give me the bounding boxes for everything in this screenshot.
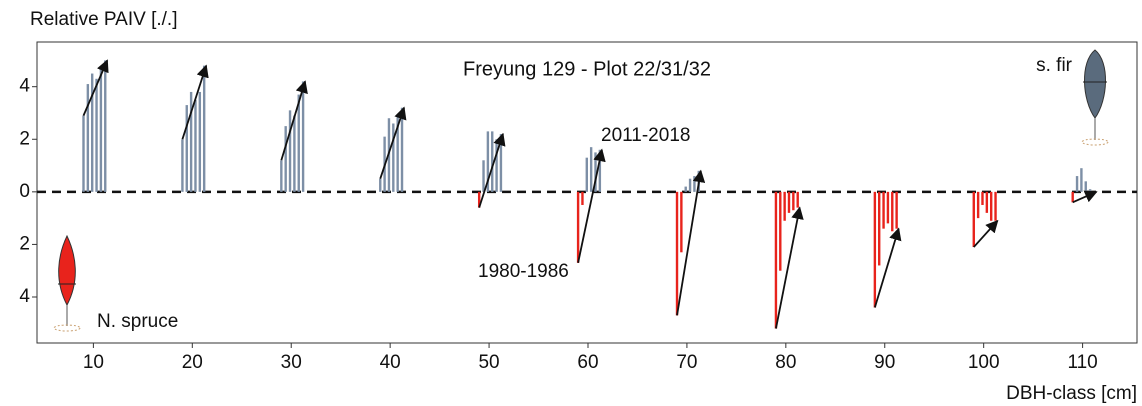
bar	[693, 176, 696, 192]
bar	[288, 110, 292, 192]
trend-arrow	[775, 206, 804, 329]
x-tick-label: 70	[676, 352, 697, 373]
bar	[86, 84, 90, 192]
annotation: 1980-1986	[478, 261, 569, 282]
bar	[1084, 181, 1087, 192]
bar	[585, 157, 589, 192]
bar	[280, 160, 283, 192]
x-tick-label: 90	[874, 352, 895, 373]
trend-arrow	[1072, 190, 1098, 204]
bar	[499, 134, 503, 192]
y-tick-label: 4	[19, 76, 30, 97]
bar	[477, 191, 481, 208]
bar	[90, 73, 94, 192]
bar	[976, 191, 980, 219]
fir-icon	[1081, 49, 1109, 146]
bar	[486, 131, 490, 192]
bar	[688, 178, 692, 192]
trend-arrow	[379, 106, 407, 179]
bar	[301, 81, 305, 192]
bar	[189, 91, 193, 192]
bar	[1075, 176, 1079, 192]
x-tick-label: 50	[478, 352, 499, 373]
bar	[792, 191, 795, 211]
bar	[787, 191, 791, 213]
y-axis-label: Relative PAIV [./.]	[30, 9, 177, 30]
bar	[185, 105, 188, 192]
chart-title: Freyung 129 - Plot 22/31/32	[463, 58, 711, 80]
x-axis-label: DBH-class [cm]	[1006, 383, 1137, 404]
bar	[774, 191, 778, 329]
y-tick-label: 4	[19, 286, 30, 307]
bar	[99, 68, 103, 192]
bar	[972, 191, 975, 248]
bar	[796, 191, 799, 208]
bar	[994, 191, 997, 221]
trend-arrow	[577, 148, 606, 264]
bar	[989, 191, 993, 221]
bar	[482, 160, 485, 192]
x-tick-label: 80	[775, 352, 796, 373]
x-tick-label: 10	[83, 352, 104, 373]
bar	[1071, 191, 1074, 203]
y-tick-label: 2	[19, 128, 30, 149]
bar	[882, 191, 885, 229]
annotation: N. spruce	[97, 311, 178, 332]
bar	[779, 191, 782, 271]
bar	[495, 139, 498, 192]
bar	[104, 60, 107, 192]
bar	[594, 152, 597, 192]
bar	[491, 131, 494, 192]
trend-arrow	[873, 227, 902, 308]
x-tick-label: 110	[1067, 352, 1097, 373]
trend-arrow	[82, 59, 109, 116]
x-tick-label: 20	[182, 352, 203, 373]
bar	[1088, 189, 1092, 192]
x-tick-label: 60	[577, 352, 598, 373]
bar	[675, 191, 679, 316]
trend-arrow	[280, 80, 308, 161]
y-tick-label: 0	[19, 181, 30, 202]
bar	[873, 191, 877, 308]
spruce-icon	[53, 234, 81, 332]
trend-arrow	[478, 132, 506, 208]
bar	[202, 65, 206, 192]
bar	[198, 91, 202, 192]
bar	[589, 147, 593, 192]
bar	[379, 178, 382, 192]
trend-arrow	[181, 64, 209, 140]
bar	[297, 94, 300, 192]
bar	[400, 107, 404, 192]
trend-arrow	[973, 219, 999, 248]
bar	[895, 191, 898, 229]
bar	[598, 149, 602, 192]
bar	[985, 191, 989, 213]
y-tick-label: 2	[19, 233, 30, 254]
x-tick-label: 100	[968, 352, 1000, 373]
bar	[680, 191, 683, 253]
bar	[581, 191, 584, 205]
x-tick-label: 30	[281, 352, 302, 373]
bar	[181, 139, 184, 192]
bar	[95, 78, 98, 192]
bar	[82, 115, 85, 192]
bar	[396, 115, 399, 192]
bar	[891, 191, 894, 232]
bar	[684, 186, 687, 192]
x-tick-label: 40	[380, 352, 401, 373]
bar	[878, 191, 881, 266]
bar	[392, 123, 395, 192]
trend-arrow	[676, 169, 706, 316]
annotation: 2011-2018	[601, 125, 690, 146]
bar	[293, 115, 296, 192]
bar	[284, 126, 287, 192]
bar	[194, 99, 197, 192]
bar	[576, 191, 580, 263]
bar	[783, 191, 786, 221]
bar	[981, 191, 984, 205]
bar	[1080, 168, 1083, 192]
bar	[886, 191, 890, 224]
annotation: s. fir	[1036, 55, 1073, 76]
